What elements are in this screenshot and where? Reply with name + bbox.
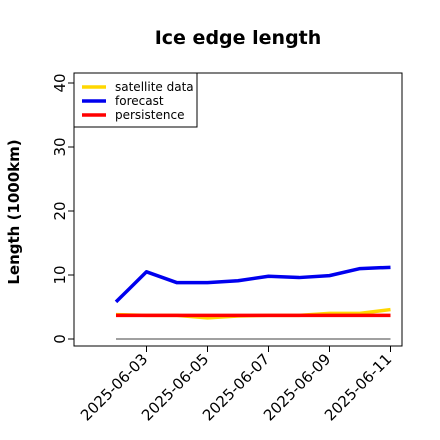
y-tick-label: 10 xyxy=(51,265,69,284)
chart-title: Ice edge length xyxy=(155,27,322,49)
legend-label-persistence: persistence xyxy=(115,108,184,122)
y-tick-label: 0 xyxy=(51,334,69,344)
y-tick-label: 40 xyxy=(51,73,69,92)
y-tick-label: 30 xyxy=(51,137,69,156)
plot-frame xyxy=(73,72,403,347)
y-tick-label: 20 xyxy=(51,201,69,220)
y-axis-label: Length (1000km) xyxy=(5,139,23,284)
legend-label-forecast: forecast xyxy=(115,94,164,108)
legend-label-satellite-data: satellite data xyxy=(115,80,194,94)
series-forecast-line xyxy=(114,265,391,304)
